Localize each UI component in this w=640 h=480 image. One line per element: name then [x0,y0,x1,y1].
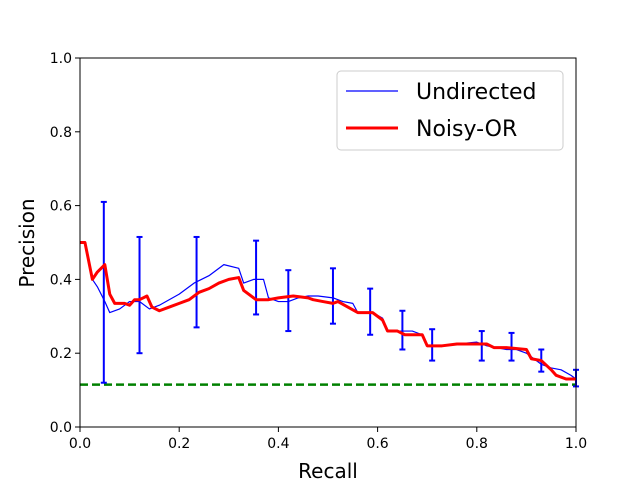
legend-label-noisy-or: Noisy-OR [416,117,517,142]
legend: Undirected Noisy-OR [336,70,564,151]
x-tick-label: 0.6 [366,436,388,452]
y-tick-label: 0.2 [50,346,72,362]
error-bar [399,309,406,351]
series-line-undirected [80,241,577,380]
x-tick-label: 1.0 [565,436,587,452]
x-tick-label: 0.4 [267,436,289,452]
y-tick-label: 0.0 [50,420,72,436]
x-axis-title: Recall [298,459,358,480]
error-bar [253,239,260,316]
y-tick-label: 0.8 [50,125,72,141]
error-bar [193,235,200,329]
y-tick-label: 1.0 [50,51,72,67]
error-bar [136,235,143,355]
y-tick-label: 0.6 [50,199,72,215]
x-tick-label: 0.2 [168,436,190,452]
error-bar [329,267,336,325]
series-line-noisy-or [80,241,576,381]
plot-area [80,200,579,388]
x-tick-label: 0.0 [69,436,91,452]
error-bar [478,330,485,362]
axes-frame [79,57,577,428]
axes: 0.0 0.2 0.4 0.6 0.8 1.0 0.0 0.2 0.4 0.6 0.8 1.0 [50,51,587,452]
legend-label-undirected: Undirected [416,80,536,105]
y-axis-title: Precision [15,198,39,287]
x-tick-label: 0.8 [466,436,488,452]
y-tick-label: 0.4 [50,272,72,288]
error-bar [285,269,292,333]
error-bar [100,200,107,384]
